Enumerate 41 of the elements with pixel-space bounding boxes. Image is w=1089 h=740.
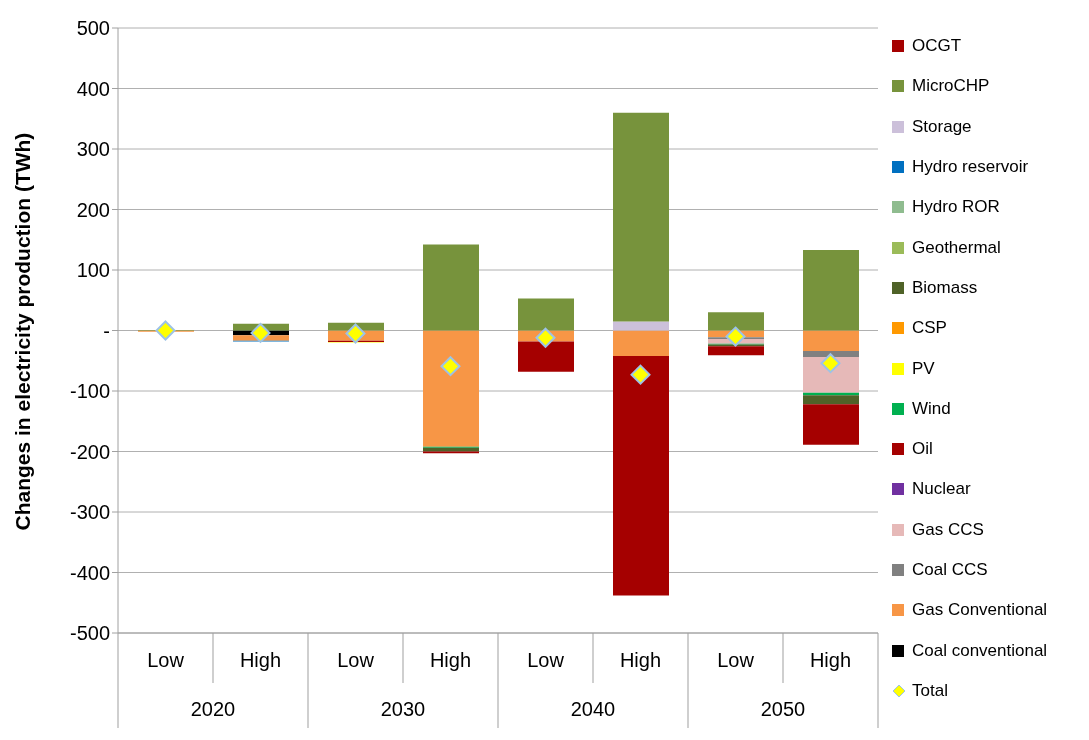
x-tick-label: High xyxy=(239,649,282,672)
legend-label: Coal CCS xyxy=(912,560,988,580)
x-tick-label: Low xyxy=(527,649,565,672)
legend-label: Biomass xyxy=(912,277,978,298)
x-tick-label: Low xyxy=(717,649,755,672)
text: 2050 xyxy=(760,698,806,720)
y-tick-label: 200 xyxy=(76,198,110,221)
y-tick-label: -100 xyxy=(69,380,110,403)
legend-label: MicroCHP xyxy=(912,76,990,97)
x-tick-label: High xyxy=(619,649,662,672)
x-tick-label: Low xyxy=(337,649,375,672)
x-tick-label: High xyxy=(809,649,852,672)
text: 2020 xyxy=(190,698,236,720)
y-tick-label: 100 xyxy=(76,259,110,282)
legend-label: Nuclear xyxy=(912,479,971,500)
y-tick-label: 500 xyxy=(76,17,110,40)
text: 2030 xyxy=(380,698,426,720)
y-tick-label: 400 xyxy=(76,77,110,100)
legend-label: Gas CCS xyxy=(912,519,984,540)
legend-label: Geothermal xyxy=(912,237,1001,258)
y-tick-label: 300 xyxy=(76,138,110,161)
y-tick-label: -400 xyxy=(69,561,110,584)
legend-label: Wind xyxy=(912,398,951,419)
y-tick-label: -200 xyxy=(69,440,110,463)
legend-label: Oil xyxy=(912,439,933,460)
y-tick-label: -300 xyxy=(69,501,110,524)
x-tick-label: Low xyxy=(147,649,185,672)
y-tick-label: - xyxy=(103,319,110,342)
legend-label: OCGT xyxy=(912,36,962,57)
y-tick-label: -500 xyxy=(69,622,110,645)
text: 2040 xyxy=(570,698,616,720)
legend-label: Hydro reservoir xyxy=(912,157,1029,178)
legend-label: Total xyxy=(912,680,948,701)
legend-label: Hydro ROR xyxy=(912,197,1000,218)
legend-label: Coal conventional xyxy=(912,640,1048,661)
legend-label: PV xyxy=(912,358,935,379)
x-tick-label: High xyxy=(429,649,472,672)
legend-label: Gas Conventional xyxy=(912,600,1048,621)
legend-label: CSP xyxy=(912,318,947,339)
y-axis-title: Changes in electricity production (TWh) xyxy=(11,132,35,531)
legend-label: Storage xyxy=(912,116,972,137)
